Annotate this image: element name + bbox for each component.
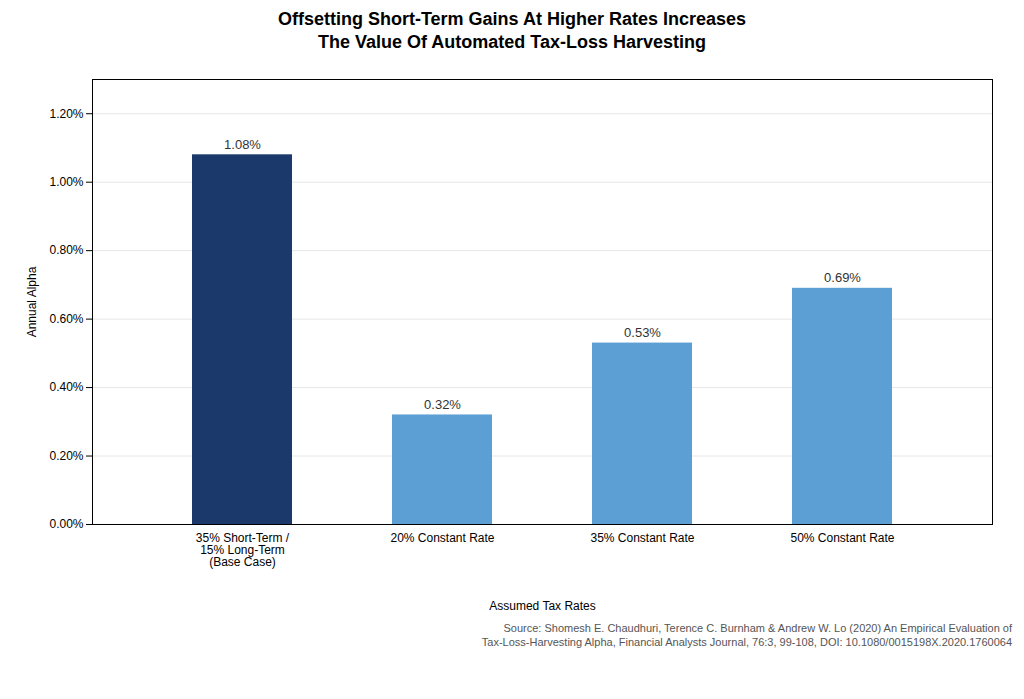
svg-text:0.00%: 0.00%: [49, 517, 83, 531]
svg-text:Assumed Tax Rates: Assumed Tax Rates: [489, 598, 596, 612]
html-text:Offsetting Short-Term Gains At: Offsetting Short-Term Gains At Higher Ra…: [277, 9, 746, 53]
svg-text:35% Constant Rate: 35% Constant Rate: [590, 531, 694, 545]
svg-text:35% Short-Term /15% Long-Term(: 35% Short-Term /15% Long-Term(Base Case): [196, 531, 290, 569]
svg-text:1.00%: 1.00%: [49, 175, 83, 189]
svg-text:20% Constant Rate: 20% Constant Rate: [390, 531, 494, 545]
svg-text:1.20%: 1.20%: [49, 106, 83, 120]
svg-text:0.60%: 0.60%: [49, 312, 83, 326]
svg-text:0.20%: 0.20%: [49, 449, 83, 463]
svg-text:50% Constant Rate: 50% Constant Rate: [790, 531, 894, 545]
svg-text:0.69%: 0.69%: [824, 270, 861, 285]
html-text:Source: Shomesh E. Chaudhuri,: Source: Shomesh E. Chaudhuri, Terence C.…: [481, 621, 1012, 649]
svg-text:0.40%: 0.40%: [49, 380, 83, 394]
svg-text:0.32%: 0.32%: [424, 397, 461, 412]
svg-text:1.08%: 1.08%: [224, 137, 261, 152]
svg-text:0.53%: 0.53%: [624, 325, 661, 340]
svg-text:Annual Alpha: Annual Alpha: [25, 266, 39, 337]
svg-text:0.80%: 0.80%: [49, 243, 83, 257]
